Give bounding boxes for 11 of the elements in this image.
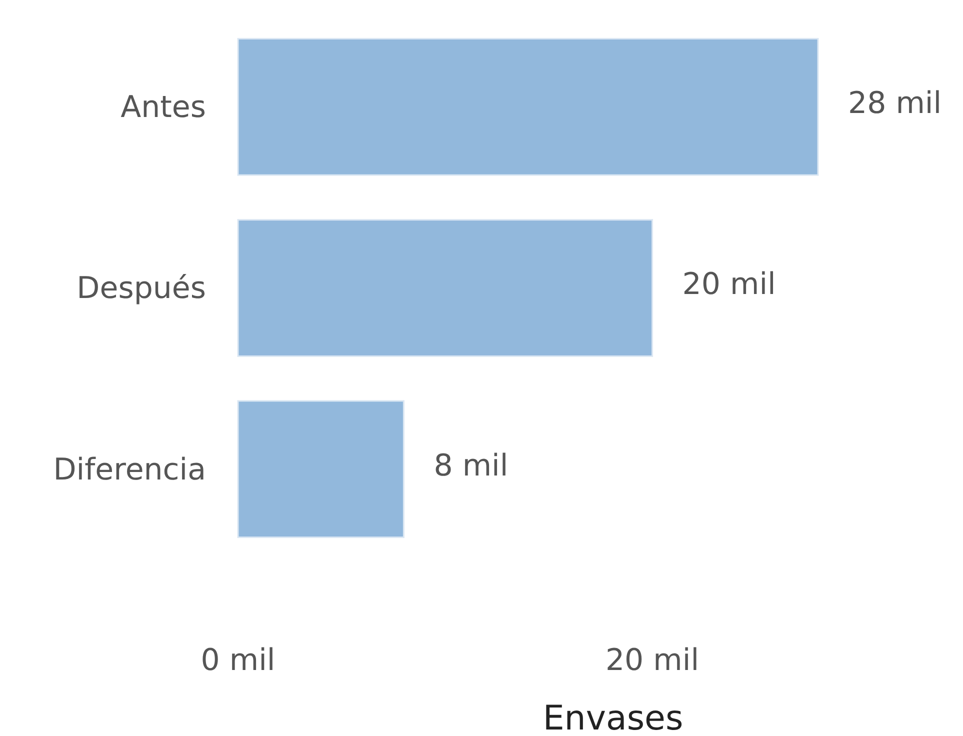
bar (237, 38, 819, 176)
bar (237, 400, 404, 538)
y-tick-label: Después (76, 271, 206, 306)
data-label: 8 mil (434, 448, 508, 484)
y-tick-label: Antes (120, 90, 206, 126)
data-label: 20 mil (682, 267, 776, 302)
x-tick-label: 0 mil (200, 643, 276, 678)
data-label: 28 mil (848, 86, 942, 122)
y-tick-label: Diferencia (53, 452, 206, 488)
x-axis-title: Envases (542, 698, 684, 736)
bar (237, 219, 654, 357)
